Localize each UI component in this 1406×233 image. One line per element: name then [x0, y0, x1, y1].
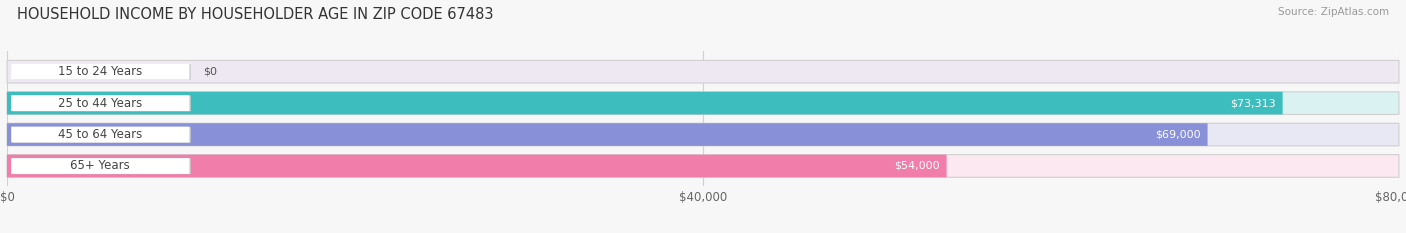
FancyBboxPatch shape — [11, 95, 190, 111]
Text: $0: $0 — [204, 67, 218, 77]
FancyBboxPatch shape — [7, 92, 1399, 114]
Text: 65+ Years: 65+ Years — [70, 159, 131, 172]
FancyBboxPatch shape — [13, 64, 191, 80]
FancyBboxPatch shape — [7, 123, 1399, 146]
Text: $54,000: $54,000 — [894, 161, 939, 171]
Text: $73,313: $73,313 — [1230, 98, 1275, 108]
FancyBboxPatch shape — [7, 155, 1399, 177]
FancyBboxPatch shape — [11, 158, 190, 174]
Text: 45 to 64 Years: 45 to 64 Years — [58, 128, 142, 141]
Text: 15 to 24 Years: 15 to 24 Years — [58, 65, 142, 78]
Text: Source: ZipAtlas.com: Source: ZipAtlas.com — [1278, 7, 1389, 17]
FancyBboxPatch shape — [11, 64, 190, 80]
FancyBboxPatch shape — [7, 123, 1208, 146]
FancyBboxPatch shape — [13, 96, 191, 111]
FancyBboxPatch shape — [11, 127, 190, 142]
Text: 25 to 44 Years: 25 to 44 Years — [58, 97, 142, 110]
FancyBboxPatch shape — [13, 127, 191, 143]
FancyBboxPatch shape — [7, 92, 1282, 114]
FancyBboxPatch shape — [13, 158, 191, 174]
FancyBboxPatch shape — [7, 155, 946, 177]
FancyBboxPatch shape — [7, 60, 1399, 83]
Text: $69,000: $69,000 — [1154, 130, 1201, 140]
Text: HOUSEHOLD INCOME BY HOUSEHOLDER AGE IN ZIP CODE 67483: HOUSEHOLD INCOME BY HOUSEHOLDER AGE IN Z… — [17, 7, 494, 22]
